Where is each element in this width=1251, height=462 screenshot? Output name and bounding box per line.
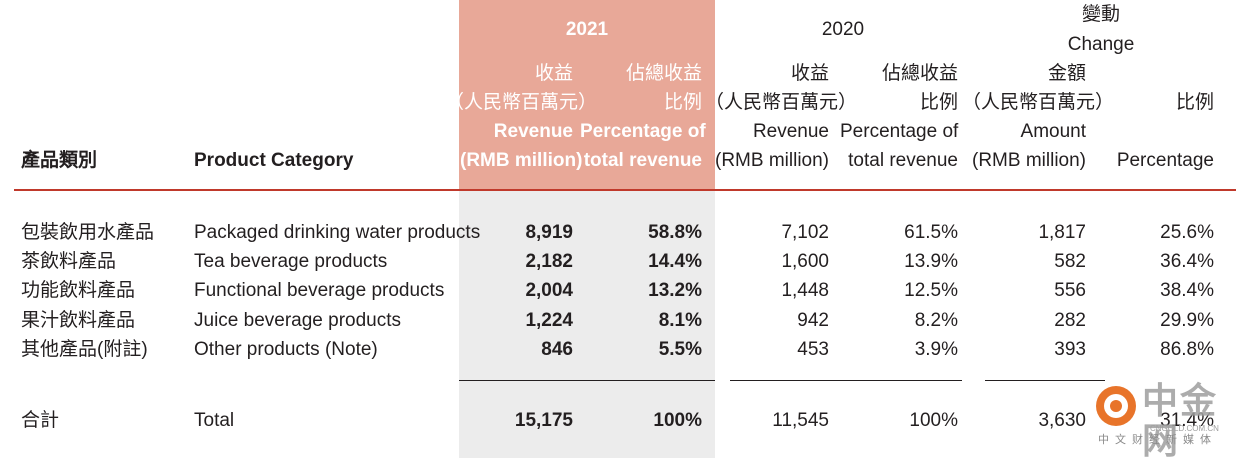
cell-pct2020: 13.9% bbox=[904, 251, 958, 272]
cell-amount: 582 bbox=[1054, 251, 1086, 272]
cell-zh: 果汁飲料產品 bbox=[21, 310, 136, 331]
cell-amount: 282 bbox=[1054, 310, 1086, 331]
rev2020-en: Revenue bbox=[752, 121, 829, 142]
cell-pct2020: 12.5% bbox=[904, 280, 958, 301]
pct2021-zh-1: 佔總收益 bbox=[625, 63, 702, 84]
total-rule-change bbox=[985, 380, 1105, 381]
total-amount: 3,630 bbox=[1038, 410, 1086, 431]
change-header-en: Change bbox=[1067, 34, 1135, 55]
cell-zh: 其他產品(附註) bbox=[21, 339, 148, 360]
total-change: 31.4% bbox=[1160, 410, 1214, 431]
rev2020-rmb-zh: （人民幣百萬元） bbox=[705, 92, 858, 113]
change-header-zh: 變動 bbox=[1081, 4, 1120, 25]
cell-rev2020: 453 bbox=[797, 339, 829, 360]
cell-change: 25.6% bbox=[1160, 222, 1214, 243]
cell-amount: 556 bbox=[1054, 280, 1086, 301]
pct2020-en-1: Percentage of bbox=[840, 121, 959, 142]
rev2021-rmb-zh: （人民幣百萬元） bbox=[445, 92, 598, 113]
total-rule-2020 bbox=[730, 380, 962, 381]
category-header-en: Product Category bbox=[194, 150, 354, 171]
cell-rev2020: 1,600 bbox=[781, 251, 829, 272]
cell-rev2021: 846 bbox=[541, 339, 573, 360]
cell-zh: 茶飲料產品 bbox=[21, 251, 117, 272]
change-percentage-en: Percentage bbox=[1116, 150, 1214, 171]
cell-pct2021: 8.1% bbox=[658, 310, 702, 331]
total-label-zh: 合計 bbox=[21, 410, 60, 431]
cell-en: Functional beverage products bbox=[194, 280, 445, 301]
total-rule-2021 bbox=[459, 380, 715, 381]
total-pct2020: 100% bbox=[909, 410, 958, 431]
year-2021-header: 2021 bbox=[565, 19, 609, 40]
pct2021-zh-2: 比例 bbox=[663, 92, 702, 113]
cell-change: 36.4% bbox=[1160, 251, 1214, 272]
rev2021-en: Revenue bbox=[493, 121, 573, 142]
cell-rev2021: 8,919 bbox=[525, 222, 573, 243]
cell-change: 86.8% bbox=[1160, 339, 1214, 360]
pct2021-en-2: total revenue bbox=[583, 150, 702, 171]
cell-change: 29.9% bbox=[1160, 310, 1214, 331]
amount-rmb-en: (RMB million) bbox=[972, 150, 1086, 171]
cell-rev2021: 1,224 bbox=[525, 310, 573, 331]
cell-rev2021: 2,182 bbox=[525, 251, 573, 272]
cell-pct2021: 58.8% bbox=[648, 222, 702, 243]
cell-pct2021: 5.5% bbox=[658, 339, 702, 360]
cell-en: Packaged drinking water products bbox=[194, 222, 481, 243]
cell-rev2020: 7,102 bbox=[781, 222, 829, 243]
cell-pct2021: 14.4% bbox=[648, 251, 702, 272]
cell-en: Juice beverage products bbox=[194, 310, 402, 331]
cell-zh: 功能飲料產品 bbox=[21, 280, 136, 301]
cell-en: Other products (Note) bbox=[194, 339, 378, 360]
total-rev2021: 15,175 bbox=[514, 410, 573, 431]
cell-pct2020: 8.2% bbox=[914, 310, 958, 331]
rev2021-zh: 收益 bbox=[534, 63, 573, 84]
total-rev2020: 11,545 bbox=[772, 410, 829, 431]
pct2020-zh-2: 比例 bbox=[919, 92, 958, 113]
rev2021-rmb-en: (RMB million) bbox=[460, 150, 583, 171]
cell-rev2020: 1,448 bbox=[781, 280, 829, 301]
header-rule bbox=[14, 189, 1236, 191]
watermark-url: CNGOLD.COM.CN bbox=[1150, 424, 1219, 433]
rev2020-rmb-en: (RMB million) bbox=[715, 150, 829, 171]
pct2021-en-1: Percentage of bbox=[580, 121, 706, 142]
column-2021-body-bg bbox=[459, 190, 715, 458]
watermark-tagline: 中文财经新媒体 bbox=[1098, 433, 1217, 446]
amount-en: Amount bbox=[1020, 121, 1086, 142]
cell-amount: 1,817 bbox=[1038, 222, 1086, 243]
change-ratio-zh: 比例 bbox=[1175, 92, 1214, 113]
cell-rev2020: 942 bbox=[797, 310, 829, 331]
cell-zh: 包裝飲用水產品 bbox=[21, 222, 155, 243]
category-header-zh: 產品類別 bbox=[21, 150, 98, 171]
total-pct2021: 100% bbox=[653, 410, 702, 431]
amount-rmb-zh: （人民幣百萬元） bbox=[962, 92, 1115, 113]
pct2020-zh-1: 佔總收益 bbox=[881, 63, 958, 84]
cell-change: 38.4% bbox=[1160, 280, 1214, 301]
cell-rev2021: 2,004 bbox=[525, 280, 573, 301]
column-2021-header-bg bbox=[459, 0, 715, 190]
year-2020-header: 2020 bbox=[821, 19, 865, 40]
watermark-name: 中金网 bbox=[1142, 381, 1219, 462]
total-label-en: Total bbox=[194, 410, 235, 431]
cngold-watermark: 中金网 CNGOLD.COM.CN 中文财经新媒体 bbox=[1092, 380, 1244, 462]
cell-pct2020: 61.5% bbox=[904, 222, 958, 243]
cell-en: Tea beverage products bbox=[194, 251, 388, 272]
rev2020-zh: 收益 bbox=[790, 63, 829, 84]
cell-pct2021: 13.2% bbox=[648, 280, 702, 301]
pct2020-en-2: total revenue bbox=[848, 150, 958, 171]
cell-pct2020: 3.9% bbox=[914, 339, 958, 360]
cell-amount: 393 bbox=[1054, 339, 1086, 360]
amount-zh: 金額 bbox=[1047, 63, 1086, 84]
